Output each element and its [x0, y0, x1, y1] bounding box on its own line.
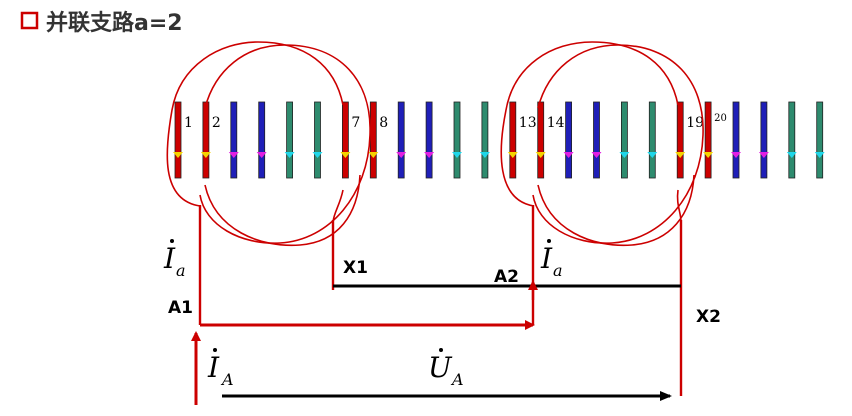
- phase-voltage-sub: A: [450, 370, 464, 389]
- slot-2: [202, 101, 210, 179]
- phase-current-base: I: [207, 351, 220, 384]
- branch-current-1-base: I: [163, 242, 176, 275]
- slot-1: [174, 101, 182, 179]
- slot-4-direction-icon: [256, 152, 267, 158]
- slot-4: [258, 101, 266, 179]
- slot-13-direction-icon: [507, 152, 518, 158]
- slot-number-7: 7: [351, 115, 360, 131]
- coil-group-2: [500, 41, 704, 247]
- slot-9-direction-icon: [396, 152, 407, 158]
- slot-7-direction-icon: [340, 152, 351, 158]
- slot-14-direction-icon: [535, 152, 546, 158]
- terminal-x2: X2: [696, 307, 721, 327]
- slot-7: [341, 101, 349, 179]
- branch-current-2: I a: [540, 239, 563, 280]
- slot-11-direction-icon: [452, 152, 462, 158]
- slot-23: [788, 101, 796, 179]
- slot-21-direction-icon: [731, 152, 741, 158]
- slot-18-direction-icon: [647, 152, 658, 158]
- phase-voltage: U A: [428, 348, 464, 389]
- title-bullet-icon: [20, 11, 39, 30]
- slot-19-direction-icon: [675, 152, 686, 158]
- slot-15: [565, 101, 572, 179]
- slot-21: [732, 101, 740, 179]
- slot-10-direction-icon: [424, 152, 435, 158]
- slot-16-direction-icon: [591, 152, 602, 158]
- slot-2-direction-icon: [200, 152, 211, 158]
- slot-10: [425, 101, 433, 179]
- coil-1-loop: [166, 41, 344, 207]
- coil-2-return: [676, 189, 682, 223]
- slot-3-direction-icon: [228, 152, 239, 158]
- slot-19: [676, 101, 684, 179]
- slot-number-20: 20: [714, 113, 727, 124]
- slot-8: [369, 101, 377, 179]
- slot-9: [397, 101, 405, 179]
- slot-17: [621, 101, 628, 179]
- coil-2-loop: [500, 41, 679, 207]
- slot-1-direction-icon: [173, 152, 183, 158]
- diagram-title: 并联支路a=2: [46, 10, 183, 36]
- branch-current-1-sub: a: [176, 261, 186, 280]
- coil-2-inner-loop: [532, 44, 704, 244]
- slot-8-direction-icon: [368, 152, 379, 158]
- slot-24: [816, 101, 824, 179]
- slot-3: [230, 101, 238, 179]
- slot-18: [648, 101, 656, 179]
- slot-22: [760, 101, 768, 179]
- slot-14: [537, 101, 545, 179]
- coil-1-return: [332, 189, 344, 223]
- slot-12-direction-icon: [479, 152, 490, 158]
- slot-13: [509, 101, 517, 179]
- terminal-a2: A2: [494, 267, 519, 287]
- slot-20-direction-icon: [703, 152, 714, 158]
- phase-current-sub: A: [220, 370, 234, 389]
- slot-5-direction-icon: [284, 152, 295, 158]
- coil-2-lower-loop: [537, 174, 695, 247]
- slot-20: [704, 101, 712, 179]
- slot-12: [481, 101, 489, 179]
- slot-number-2: 2: [212, 115, 221, 131]
- slot-24-direction-icon: [814, 152, 825, 158]
- slot-6: [314, 101, 321, 179]
- slot-number-1: 1: [184, 115, 193, 131]
- slot-number-8: 8: [379, 115, 388, 131]
- slot-number-19: 19: [686, 115, 704, 131]
- phase-voltage-base: U: [428, 351, 453, 384]
- slot-number-13: 13: [519, 115, 537, 131]
- branch-current-2-sub: a: [553, 261, 563, 280]
- branch-current-1: I a: [163, 239, 186, 280]
- slot-15-direction-icon: [563, 152, 574, 158]
- coil-group-1: [166, 41, 371, 247]
- slot-16: [593, 101, 600, 179]
- slot-23-direction-icon: [786, 152, 797, 158]
- terminal-a1: A1: [168, 298, 193, 318]
- branch-current-2-base: I: [540, 242, 553, 275]
- slot-5: [286, 101, 294, 179]
- slot-22-direction-icon: [758, 152, 769, 158]
- coil-1-inner-loop: [199, 44, 371, 244]
- coil-1-lower-loop: [204, 174, 361, 247]
- slot-11: [453, 101, 461, 179]
- slot-number-14: 14: [547, 115, 565, 131]
- slot-17-direction-icon: [619, 152, 630, 158]
- slot-6-direction-icon: [312, 152, 323, 158]
- stator-slots: 1 2 7 8 13 14 19 20: [173, 101, 825, 179]
- phase-current: I A: [207, 348, 234, 389]
- terminal-x1: X1: [343, 258, 368, 278]
